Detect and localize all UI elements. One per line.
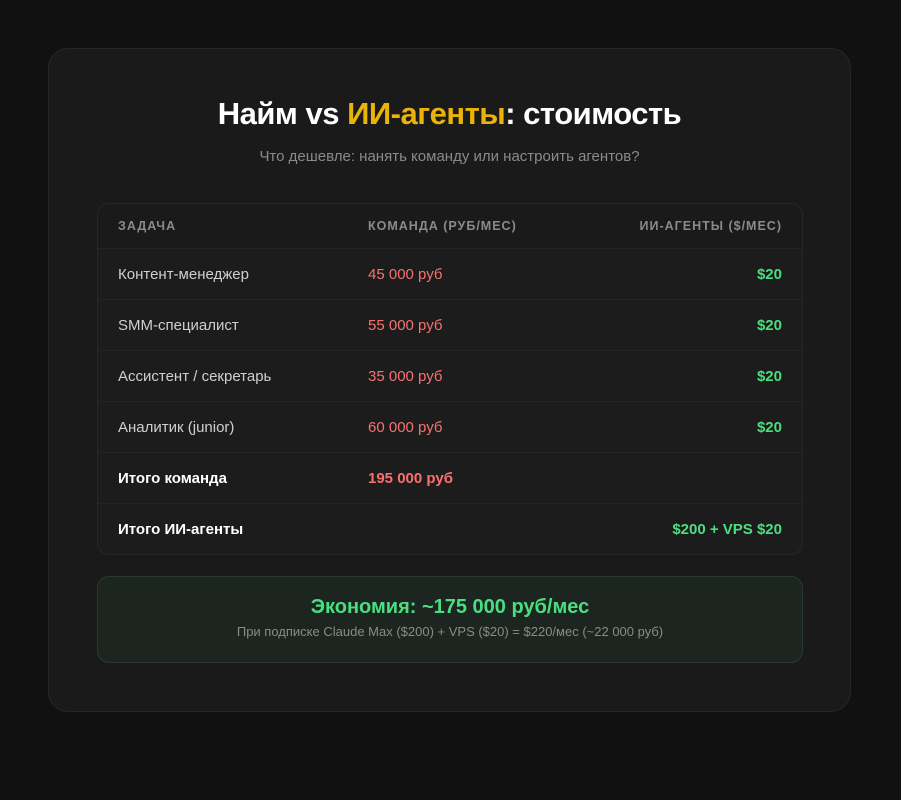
savings-note: При подписке Claude Max ($200) + VPS ($2…: [236, 624, 664, 639]
task-cell: Ассистент / секретарь: [118, 367, 272, 385]
total-team-label: Итого команда: [118, 469, 227, 487]
savings-box: Экономия: ~175 000 руб/мес При подписке …: [97, 576, 803, 663]
task-cell: SMM-специалист: [118, 316, 239, 334]
team-cost-cell: 45 000 руб: [368, 265, 443, 283]
total-agents-value: $200 + VPS $20: [672, 520, 782, 538]
agent-cost-cell: $20: [756, 367, 782, 385]
team-cost-cell: 35 000 руб: [368, 367, 443, 385]
table-row: Ассистент / секретарь 35 000 руб $20: [98, 350, 802, 401]
task-cell: Контент-менеджер: [118, 265, 249, 283]
team-cost-cell: 60 000 руб: [368, 418, 443, 436]
title-part2: : стоимость: [505, 96, 682, 131]
total-team-row: Итого команда 195 000 руб: [98, 452, 802, 503]
total-team-value: 195 000 руб: [368, 469, 453, 487]
table-row: Контент-менеджер 45 000 руб $20: [98, 248, 802, 299]
team-cost-cell: 55 000 руб: [368, 316, 443, 334]
total-agents-label: Итого ИИ-агенты: [118, 520, 244, 538]
table-row: Аналитик (junior) 60 000 руб $20: [98, 401, 802, 452]
comparison-table: ЗАДАЧА КОМАНДА (РУБ/МЕС) ИИ-АГЕНТЫ ($/МЕ…: [97, 203, 803, 555]
task-cell: Аналитик (junior): [118, 418, 235, 436]
table-header: ЗАДАЧА КОМАНДА (РУБ/МЕС) ИИ-АГЕНТЫ ($/МЕ…: [98, 204, 802, 248]
title-part1: Найм vs: [217, 96, 348, 131]
page-title: Найм vs ИИ-агенты: стоимость: [48, 94, 851, 134]
title-accent: ИИ-агенты: [347, 96, 506, 131]
header-task: ЗАДАЧА: [118, 219, 177, 233]
agent-cost-cell: $20: [756, 418, 782, 436]
agent-cost-cell: $20: [756, 265, 782, 283]
savings-headline: Экономия: ~175 000 руб/мес: [310, 596, 590, 618]
total-agents-row: Итого ИИ-агенты $200 + VPS $20: [98, 503, 802, 554]
subtitle: Что дешевле: нанять команду или настроит…: [259, 148, 640, 165]
header-agents: ИИ-АГЕНТЫ ($/МЕС): [639, 219, 782, 233]
header-team: КОМАНДА (РУБ/МЕС): [368, 219, 517, 233]
table-row: SMM-специалист 55 000 руб $20: [98, 299, 802, 350]
agent-cost-cell: $20: [756, 316, 782, 334]
